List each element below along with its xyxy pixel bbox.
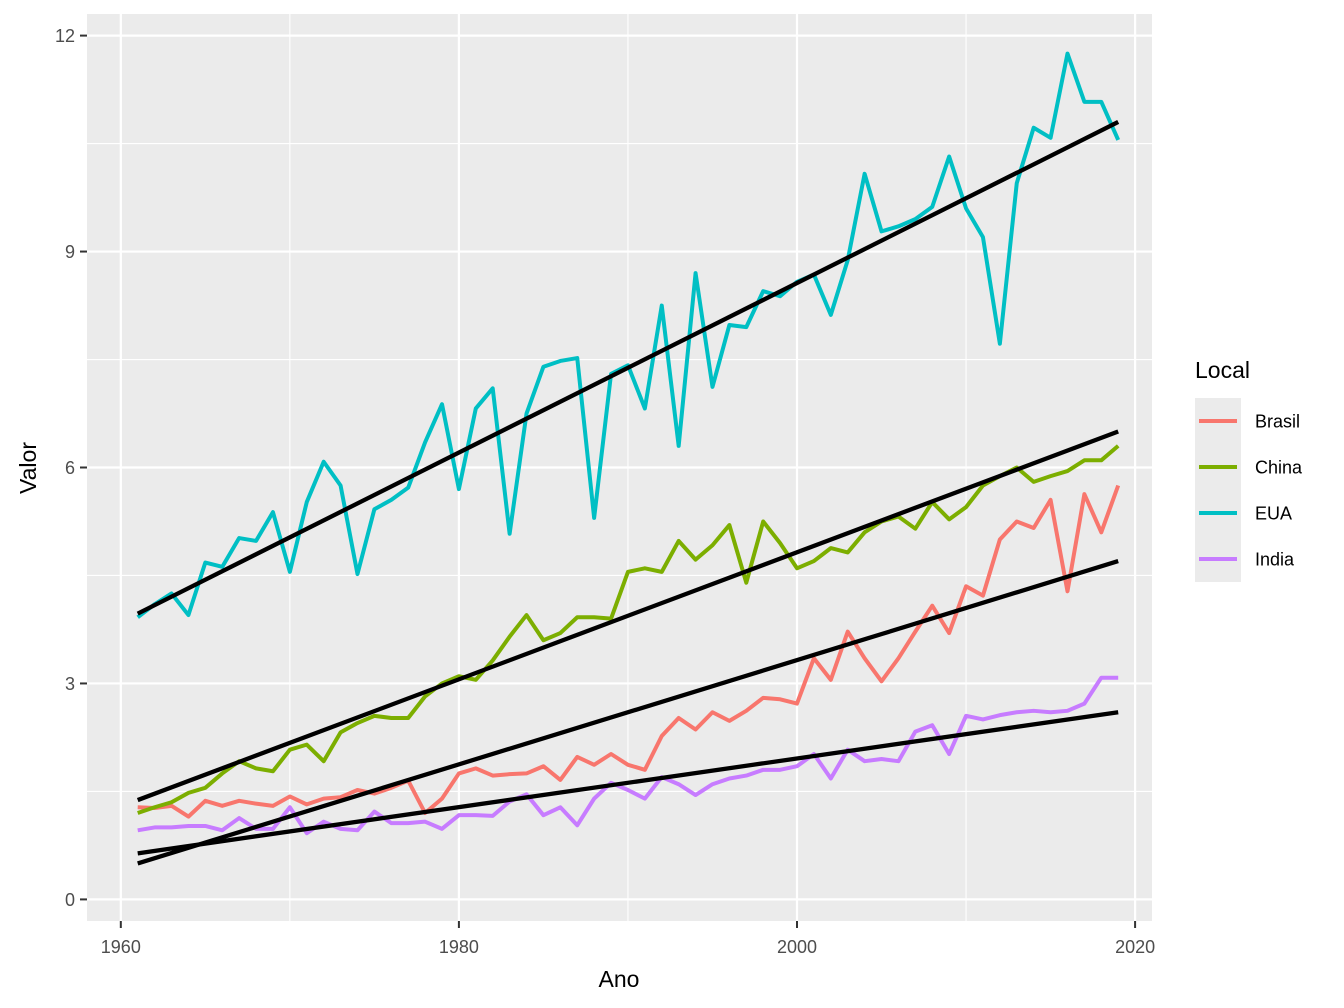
x-tick-label: 1980 [439,937,479,957]
legend-label-eua: EUA [1255,504,1292,524]
series-line-brasil [137,484,1121,819]
trend-line-china [136,429,1119,803]
trend-line-eua [136,120,1120,616]
y-tick-label: 0 [65,890,75,910]
y-tick-label: 12 [55,26,75,46]
legend-label-india: India [1255,550,1295,570]
series-lines [136,51,1121,836]
legend-label-china: China [1255,458,1303,478]
major-gridlines [87,14,1152,921]
x-tick-label: 1960 [101,937,141,957]
trend-line-brasil [137,559,1119,866]
y-tick-label: 9 [65,242,75,262]
legend-title: Local [1195,357,1250,383]
series-line-eua [136,51,1121,619]
series-line-china [137,444,1120,815]
y-axis-title: Valor [15,442,41,494]
y-tick-label: 3 [65,674,75,694]
x-axis-ticks: 1960 1980 2000 2020 [101,921,1155,957]
trend-line-india [137,710,1119,856]
x-tick-label: 2000 [777,937,817,957]
x-tick-label: 2020 [1115,937,1155,957]
y-tick-label: 6 [65,458,75,478]
x-axis-title: Ano [599,966,640,992]
trend-lines [136,120,1120,866]
legend: Local Brasil China EUA India [1195,357,1303,582]
series-line-india [137,675,1119,836]
legend-label-brasil: Brasil [1255,412,1300,432]
y-axis-ticks: 0 3 6 9 12 [55,26,87,910]
